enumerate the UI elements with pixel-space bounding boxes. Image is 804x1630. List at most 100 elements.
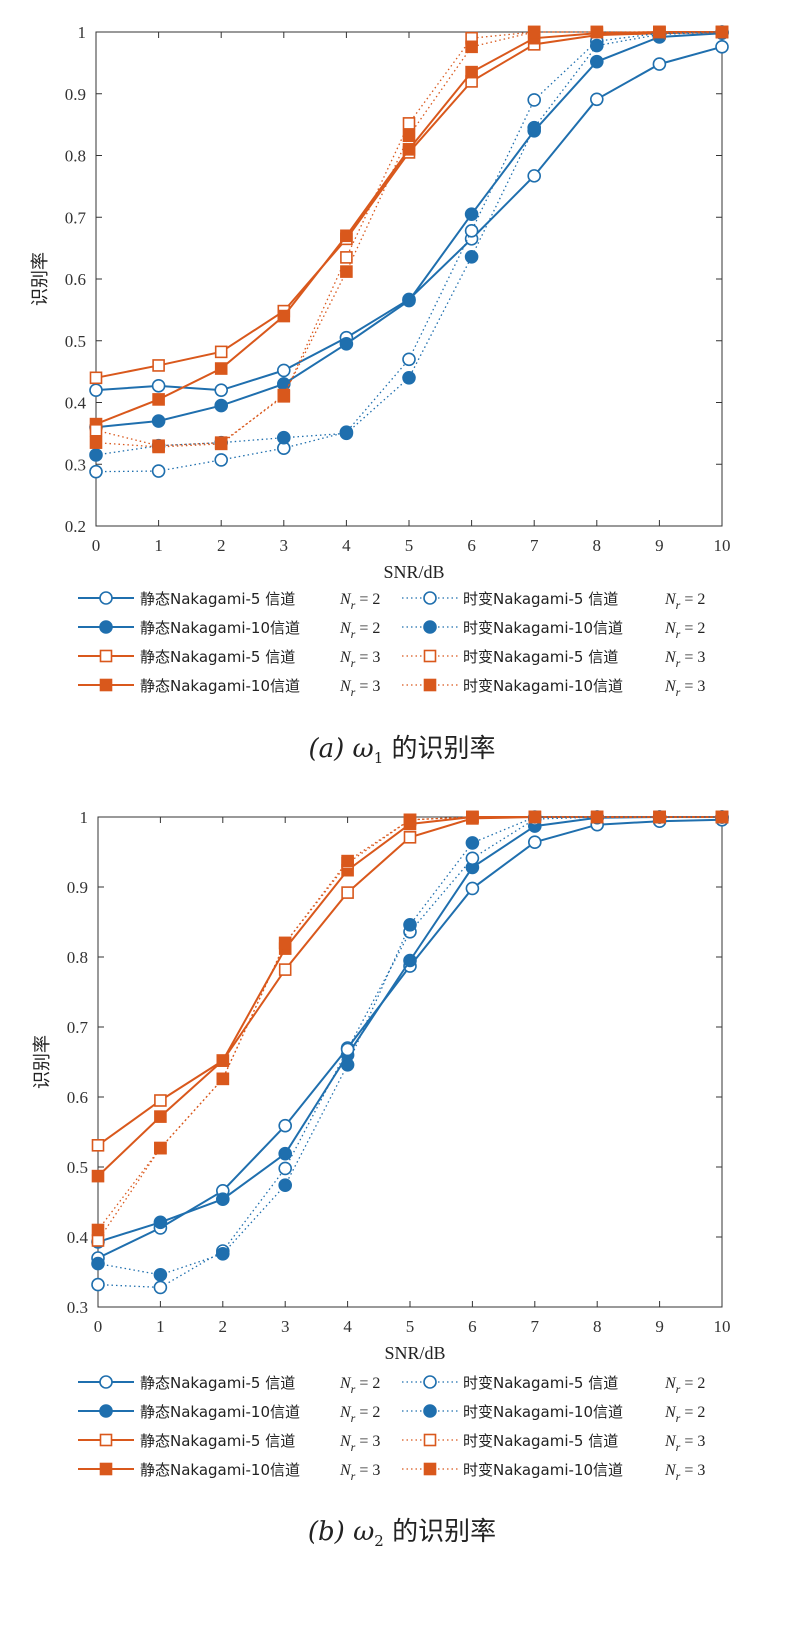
series-line — [98, 817, 722, 1287]
series-6 — [90, 26, 728, 461]
series-line — [96, 33, 722, 427]
legend-marker — [101, 651, 112, 662]
legend-nr: Nr = 2 — [664, 591, 705, 612]
y-tick-label: 0.5 — [67, 1158, 88, 1177]
legend-marker — [425, 680, 436, 691]
legend-label: 静态Nakagami-10信道 — [140, 677, 300, 695]
legend-marker — [101, 1464, 112, 1475]
y-tick-label: 0.4 — [67, 1228, 89, 1247]
figure-caption: (b) ω2 的识别率 — [308, 1517, 496, 1550]
data-point — [91, 425, 102, 436]
data-point — [466, 251, 478, 263]
series-line — [98, 817, 722, 1275]
legend-nr: Nr = 2 — [339, 1375, 380, 1396]
data-point — [279, 1120, 291, 1132]
x-tick-label: 1 — [156, 1317, 165, 1336]
legend-marker — [425, 1464, 436, 1475]
legend-label: 静态Nakagami-5 信道 — [140, 648, 295, 666]
legend-nr: Nr = 2 — [664, 1404, 705, 1425]
data-point — [528, 122, 540, 134]
x-tick-label: 7 — [530, 536, 539, 555]
series-line — [98, 817, 722, 1176]
legend-nr: Nr = 2 — [339, 620, 380, 641]
chart-panel-b: 0 1 2 3 4 5 6 7 8 9 10 0.3 0.4 0.5 0.6 0.7 0.8 0.9 1 SNR/dB… — [32, 808, 731, 1550]
legend-marker — [424, 592, 436, 604]
data-point — [717, 812, 728, 823]
data-point — [90, 466, 102, 478]
legend-marker — [100, 1405, 112, 1417]
data-point — [280, 938, 291, 949]
legend: 静态Nakagami-5 信道 Nr = 2 静态Nakagami-10信道 Nr =… — [78, 1374, 705, 1483]
y-tick-label: 0.3 — [65, 455, 86, 474]
x-tick-label: 5 — [406, 1317, 415, 1336]
data-point — [217, 1193, 229, 1205]
legend-nr: Nr = 3 — [664, 1433, 705, 1454]
series-line — [98, 820, 722, 1258]
data-point — [529, 812, 540, 823]
plot-frame — [98, 817, 722, 1307]
data-point — [215, 454, 227, 466]
legend-marker — [100, 621, 112, 633]
legend-label: 时变Nakagami-5 信道 — [463, 1374, 618, 1392]
data-point — [91, 372, 102, 383]
legend-nr: Nr = 3 — [664, 649, 705, 670]
y-tick-label: 0.7 — [67, 1018, 89, 1037]
legend-nr: Nr = 3 — [339, 649, 380, 670]
x-axis-label: SNR/dB — [384, 1343, 445, 1363]
legend-label: 时变Nakagami-5 信道 — [463, 648, 618, 666]
series-line — [96, 32, 722, 378]
data-point — [403, 372, 415, 384]
y-tick-label: 0.6 — [65, 270, 86, 289]
x-tick-label: 10 — [714, 1317, 731, 1336]
data-point — [279, 1148, 291, 1160]
legend-nr: Nr = 2 — [339, 591, 380, 612]
data-point — [217, 1248, 229, 1260]
y-tick-label: 1 — [78, 23, 87, 42]
y-axis-label: 识别率 — [32, 1035, 52, 1089]
data-point — [93, 1235, 104, 1246]
x-axis-label: SNR/dB — [383, 562, 444, 582]
data-point — [342, 856, 353, 867]
legend-nr: Nr = 2 — [664, 620, 705, 641]
data-point — [592, 812, 603, 823]
data-point — [591, 93, 603, 105]
legend-label: 静态Nakagami-10信道 — [140, 1403, 300, 1421]
x-tick-label: 10 — [714, 536, 731, 555]
series-5 — [90, 26, 728, 478]
data-point — [154, 1269, 166, 1281]
data-point — [528, 170, 540, 182]
data-point — [467, 812, 478, 823]
y-tick-label: 0.8 — [67, 948, 88, 967]
data-point — [717, 27, 728, 38]
legend-nr: Nr = 2 — [339, 1404, 380, 1425]
series-line — [98, 817, 722, 1230]
data-point — [653, 58, 665, 70]
legend-nr: Nr = 3 — [339, 678, 380, 699]
x-tick-label: 3 — [280, 536, 289, 555]
data-point — [404, 955, 416, 967]
legend-nr: Nr = 3 — [339, 1462, 380, 1483]
x-tick-label: 3 — [281, 1317, 290, 1336]
x-tick-label: 9 — [655, 1317, 664, 1336]
data-point — [153, 465, 165, 477]
data-point — [155, 1111, 166, 1122]
data-point — [466, 225, 478, 237]
data-point — [90, 449, 102, 461]
y-tick-label: 0.7 — [65, 208, 87, 227]
series-4 — [93, 812, 728, 1182]
data-point — [342, 1059, 354, 1071]
data-point — [215, 400, 227, 412]
data-point — [278, 390, 289, 401]
series-1 — [92, 814, 728, 1264]
data-point — [153, 360, 164, 371]
data-point — [466, 837, 478, 849]
data-point — [466, 882, 478, 894]
legend-label: 静态Nakagami-5 信道 — [140, 1374, 295, 1392]
legend-marker — [101, 680, 112, 691]
data-point — [654, 27, 665, 38]
x-tick-label: 6 — [467, 536, 476, 555]
series-4 — [91, 27, 728, 430]
data-point — [279, 1179, 291, 1191]
data-point — [341, 266, 352, 277]
legend-marker — [424, 1376, 436, 1388]
